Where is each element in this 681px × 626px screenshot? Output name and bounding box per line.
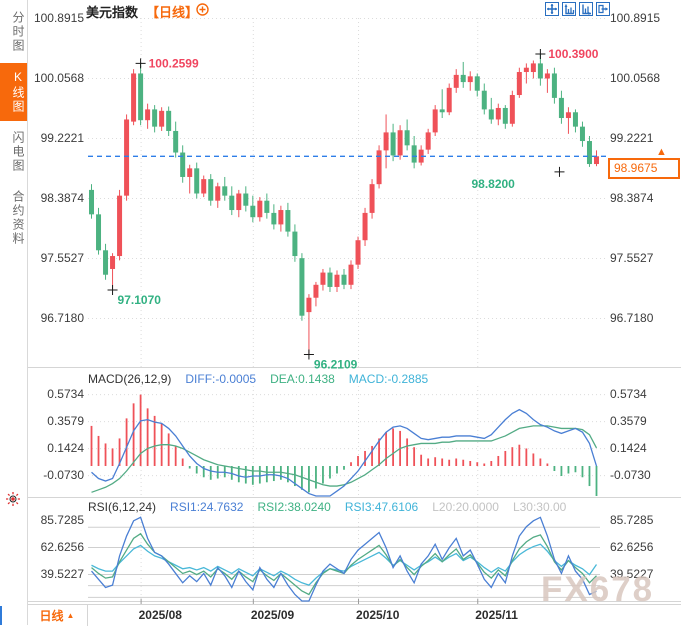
last-price-box: 98.9675	[608, 158, 680, 180]
macd-header: MACD(26,12,9) DIFF:-0.0005 DEA:0.1438 MA…	[88, 372, 428, 386]
crosshair-icon[interactable]	[545, 2, 559, 21]
zoom-axis-horizontal-icon[interactable]	[579, 2, 593, 21]
rsi1-value: RSI1:24.7632	[170, 500, 244, 514]
rsi-axis-label-right: 39.5227	[610, 567, 654, 581]
price-axis-label-right: 96.7180	[610, 311, 654, 325]
macd-axis-label: 0.3579	[47, 414, 84, 428]
exit-chart-icon[interactable]	[596, 2, 610, 21]
x-axis-label: 2025/10	[356, 608, 400, 622]
zoom-axis-vertical-icon[interactable]	[562, 2, 576, 21]
rsi-title: RSI(6,12,24)	[88, 500, 157, 514]
macd-plot	[90, 394, 598, 497]
macd-axis-label-right: 0.5734	[610, 387, 647, 401]
annotation-100.2599: 100.2599	[149, 56, 199, 70]
annotation-98.8200: 98.8200	[471, 177, 515, 191]
panel-dividers	[27, 367, 681, 604]
rsi-axis-label-right: 85.7285	[610, 513, 654, 527]
window-edge-highlight	[0, 606, 2, 625]
sidebar: 分时图 K线图 闪电图 合约资料	[0, 0, 28, 625]
rsi-plot	[91, 516, 598, 602]
rsi-reference-lines	[88, 526, 600, 598]
annotation-100.3900: 100.3900	[548, 47, 598, 61]
sidebar-item-lightning-chart[interactable]: 闪电图	[11, 131, 25, 173]
add-indicator-icon[interactable]	[196, 3, 209, 21]
macd-dea-value: DEA:0.1438	[270, 372, 335, 386]
annotation-96.2109: 96.2109	[314, 357, 358, 371]
live-indicator-icon	[5, 491, 21, 512]
chart-toolbar	[545, 2, 610, 21]
x-axis-label: 2025/08	[138, 608, 182, 622]
macd-axis-label: 0.1424	[47, 441, 84, 455]
price-axis-label-right: 99.2221	[610, 131, 654, 145]
macd-axis-label: 0.5734	[47, 387, 84, 401]
period-selector[interactable]: 日线 ▲	[27, 605, 88, 626]
up-triangle-icon: ▲	[66, 611, 75, 620]
bottom-bar: 日线 ▲ 2025/08 2025/09 2025/10 2025/11	[0, 604, 681, 626]
candles	[89, 54, 599, 355]
price-axis-label-right: 100.8915	[610, 11, 661, 25]
macd-axis-label-right: 0.1424	[610, 441, 647, 455]
macd-axis-label-right: -0.0730	[610, 468, 651, 482]
price-axis-label-right: 100.0568	[610, 71, 661, 85]
macd-axis-label-right: 0.3579	[610, 414, 647, 428]
sidebar-item-kline-chart[interactable]: K线图	[0, 63, 27, 121]
sidebar-item-contract-info[interactable]: 合约资料	[11, 190, 25, 246]
x-axis-label: 2025/11	[475, 608, 518, 622]
price-annotations: 100.2599 100.3900 97.1070 96.2109 98.8200	[107, 47, 599, 371]
price-axis-label: 99.2221	[40, 131, 84, 145]
price-axis-label-right: 97.5527	[610, 251, 654, 265]
macd-axis-label: -0.0730	[43, 468, 84, 482]
rsi-axis-label: 39.5227	[40, 567, 84, 581]
rsi2-value: RSI2:38.0240	[257, 500, 331, 514]
price-axis-label: 100.8915	[33, 11, 84, 25]
price-axis-label: 96.7180	[40, 311, 84, 325]
price-axis-label: 98.3874	[40, 191, 84, 205]
rsi-l20-value: L20:20.0000	[432, 500, 499, 514]
page-title: 美元指数	[86, 5, 139, 20]
rsi3-value: RSI3:47.6106	[344, 500, 419, 514]
price-axis-label: 97.5527	[40, 251, 84, 265]
macd-diff-value: DIFF:-0.0005	[185, 372, 257, 386]
watermark: FX678	[541, 570, 655, 609]
price-axis-label: 100.0568	[33, 71, 84, 85]
macd-title: MACD(26,12,9)	[88, 372, 172, 386]
last-price-arrow-icon: ▲	[656, 146, 667, 159]
rsi-axis-label: 62.6256	[40, 540, 84, 554]
price-axis-label-right: 98.3874	[610, 191, 654, 205]
macd-macd-value: MACD:-0.2885	[348, 372, 429, 386]
rsi-l30-value: L30:30.00	[512, 500, 567, 514]
x-axis-label: 2025/09	[250, 608, 295, 622]
period-tag: 【日线】	[146, 5, 199, 20]
rsi-axis-label: 85.7285	[40, 513, 84, 527]
rsi-header: RSI(6,12,24) RSI1:24.7632 RSI2:38.0240 R…	[88, 500, 566, 514]
rsi-axis-label-right: 62.6256	[610, 540, 654, 554]
sidebar-item-time-chart[interactable]: 分时图	[11, 11, 25, 53]
period-selector-label: 日线	[39, 609, 64, 623]
annotation-97.1070: 97.1070	[118, 293, 162, 307]
